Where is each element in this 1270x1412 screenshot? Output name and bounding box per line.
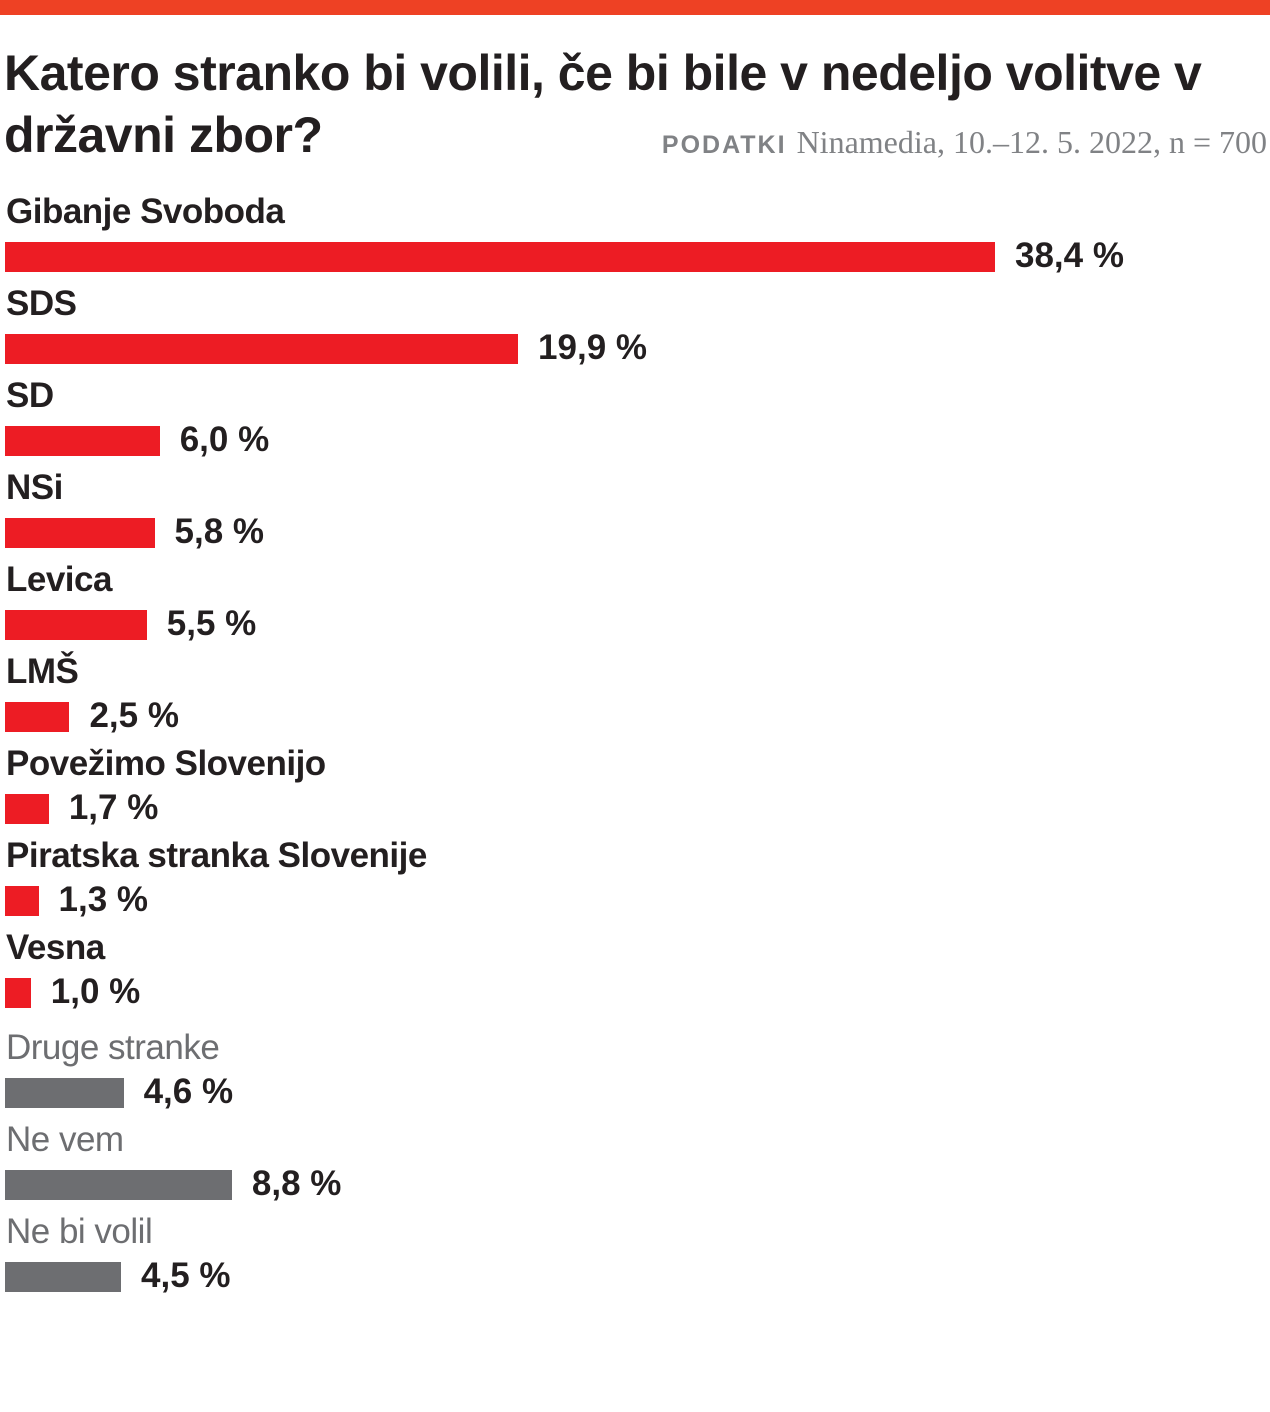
bar (5, 794, 49, 824)
bar (5, 886, 39, 916)
top-accent-bar (0, 0, 1270, 15)
source-label: PODATKI (661, 131, 787, 159)
value-label: 1,0 % (50, 972, 141, 1011)
value-label: 8,8 % (251, 1164, 342, 1203)
bar (5, 1078, 124, 1108)
bar (5, 1170, 232, 1200)
category-label: Piratska stranka Slovenije (6, 836, 427, 875)
bar (5, 242, 995, 272)
bar (5, 426, 160, 456)
chart-title: Katero stranko bi volili, če bi bile v n… (4, 45, 1202, 163)
bar (5, 334, 519, 364)
category-label: Ne bi volil (6, 1212, 153, 1251)
bar (5, 1262, 122, 1292)
value-label: 5,8 % (174, 512, 265, 551)
category-label: Gibanje Svoboda (6, 192, 285, 231)
value-label: 5,5 % (166, 604, 257, 643)
bar (5, 702, 70, 732)
bar (5, 518, 155, 548)
value-label: 1,7 % (68, 788, 159, 827)
category-label: SDS (6, 284, 77, 323)
value-label: 19,9 % (538, 328, 648, 367)
source-note: PODATKI Ninamedia, 10.–12. 5. 2022, n = 7… (662, 124, 1267, 161)
category-label: LMŠ (6, 652, 79, 691)
bar (5, 610, 147, 640)
value-label: 4,5 % (141, 1256, 231, 1295)
category-label: Vesna (6, 928, 105, 967)
value-label: 2,5 % (89, 696, 179, 735)
category-label: SD (6, 376, 54, 415)
value-label: 6,0 % (179, 420, 270, 459)
value-label: 4,6 % (143, 1072, 234, 1111)
category-label: Levica (6, 560, 112, 599)
value-label: 38,4 % (1015, 236, 1124, 275)
category-label: Ne vem (6, 1120, 124, 1159)
category-label: NSi (6, 468, 63, 507)
bar (5, 978, 31, 1008)
category-label: Druge stranke (6, 1028, 220, 1067)
value-label: 1,3 % (58, 880, 149, 919)
category-label: Povežimo Slovenijo (6, 744, 326, 783)
source-text: Ninamedia, 10.–12. 5. 2022, n = 700 (796, 124, 1267, 160)
